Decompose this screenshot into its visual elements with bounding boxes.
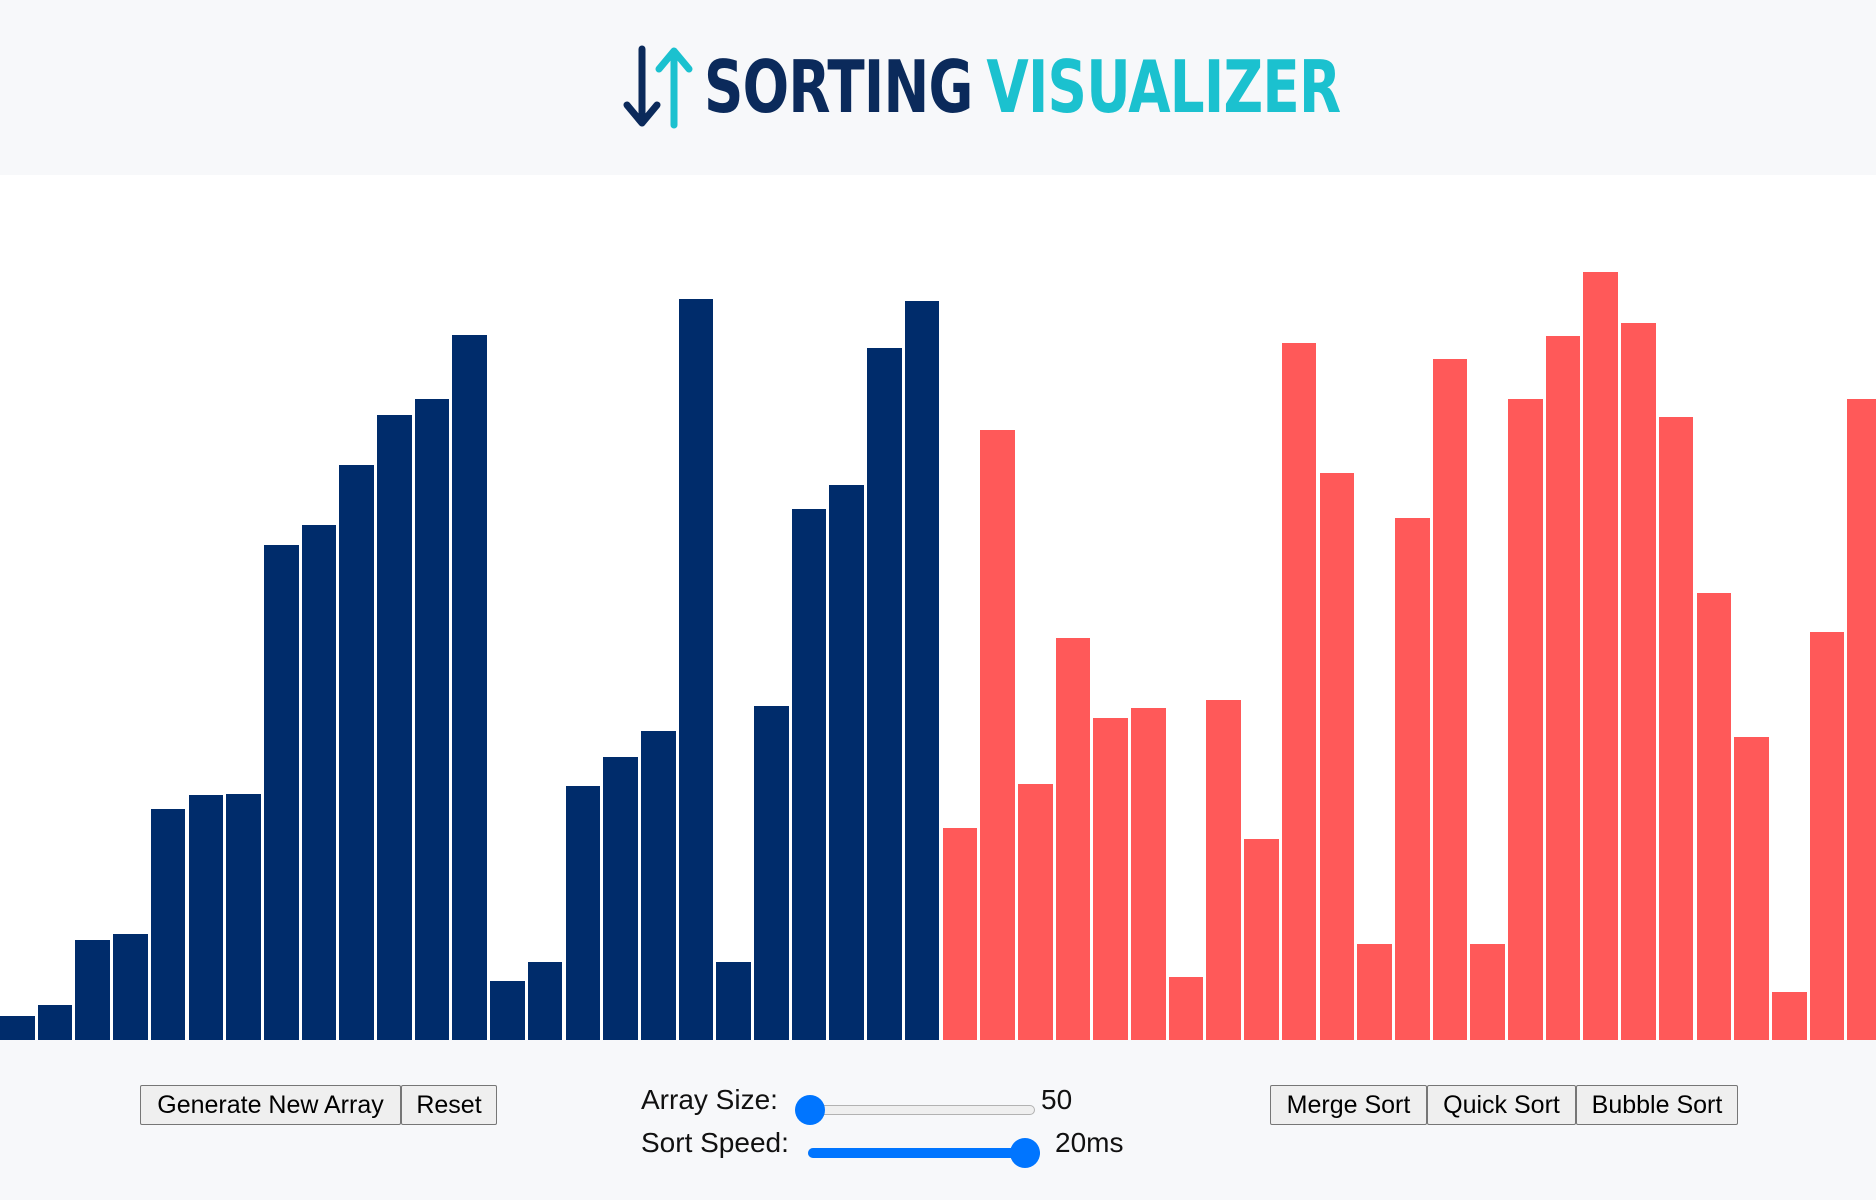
array-bar [301,525,337,1040]
array-visualization [0,175,1876,1040]
array-size-label: Array Size: [641,1084,778,1115]
sort-speed-slider[interactable] [808,1138,1040,1168]
array-bar [1131,707,1166,1040]
sort-speed-label: Sort Speed: [641,1127,789,1158]
array-bar [640,731,676,1040]
array-bar [1206,700,1242,1040]
array-bar [603,756,638,1040]
app-title: SORTING VISUALIZER [704,42,1341,132]
controls-bar: Generate New Array Reset Array Size: 50 … [0,1040,1876,1200]
array-bar [37,1005,73,1040]
array-bar [0,1015,35,1040]
array-bar [1696,593,1732,1040]
array-bar [678,299,714,1040]
sort-arrows-icon [623,45,693,129]
array-bar [942,827,978,1040]
array-bars [0,175,1876,1040]
array-bar [1017,784,1053,1040]
array-bar [1771,992,1807,1040]
array-bar [980,430,1015,1040]
array-bar [1545,336,1581,1040]
array-size-slider[interactable] [795,1095,1035,1125]
logo: SORTING VISUALIZER [622,42,1541,132]
array-bar [1281,343,1317,1040]
array-bar [113,934,148,1040]
array-bar [1244,839,1279,1040]
array-bar [1319,473,1355,1040]
array-bar [1809,632,1845,1040]
array-size-value: 50 [1041,1084,1073,1115]
array-bar [1621,322,1656,1040]
merge-sort-button[interactable]: Merge Sort [1270,1085,1427,1125]
array-bar [1847,399,1876,1040]
array-bar [565,785,601,1040]
reset-button[interactable]: Reset [401,1085,497,1125]
array-bar [414,399,450,1040]
array-bar [150,809,186,1040]
array-bar [1168,976,1204,1040]
array-bar [867,348,902,1040]
quick-sort-button[interactable]: Quick Sort [1427,1085,1576,1125]
array-bar [829,485,865,1040]
app-title-word-sorting: SORTING [704,45,973,129]
array-bar [1357,944,1392,1040]
bubble-sort-button[interactable]: Bubble Sort [1576,1085,1738,1125]
app-title-word-visualizer: VISUALIZER [986,45,1341,129]
array-bar [452,334,488,1040]
header: SORTING VISUALIZER [0,0,1876,175]
sort-speed-slider-thumb[interactable] [1010,1138,1040,1168]
array-bar [490,981,525,1040]
array-bar [1470,944,1505,1040]
array-bar [904,300,940,1040]
array-bar [1734,737,1769,1040]
sort-speed-slider-fill [808,1148,1040,1158]
array-bar [1658,417,1694,1040]
array-bar [1508,399,1543,1040]
array-bar [226,793,261,1040]
array-bar [1394,517,1430,1040]
array-size-slider-track[interactable] [795,1105,1035,1115]
array-bar [1583,272,1619,1040]
array-bar [754,706,789,1040]
array-bar [188,795,224,1040]
array-bar [527,961,563,1040]
array-bar [1432,359,1468,1040]
array-bar [75,940,111,1040]
array-bar [1093,718,1128,1040]
array-bar [263,544,299,1040]
generate-new-array-button[interactable]: Generate New Array [140,1085,401,1125]
array-bar [716,961,751,1040]
array-bar [339,465,374,1040]
array-size-slider-thumb[interactable] [795,1095,825,1125]
array-bar [377,414,412,1040]
sort-speed-value: 20ms [1055,1127,1124,1158]
array-bar [1055,637,1091,1040]
array-bar [791,509,827,1040]
